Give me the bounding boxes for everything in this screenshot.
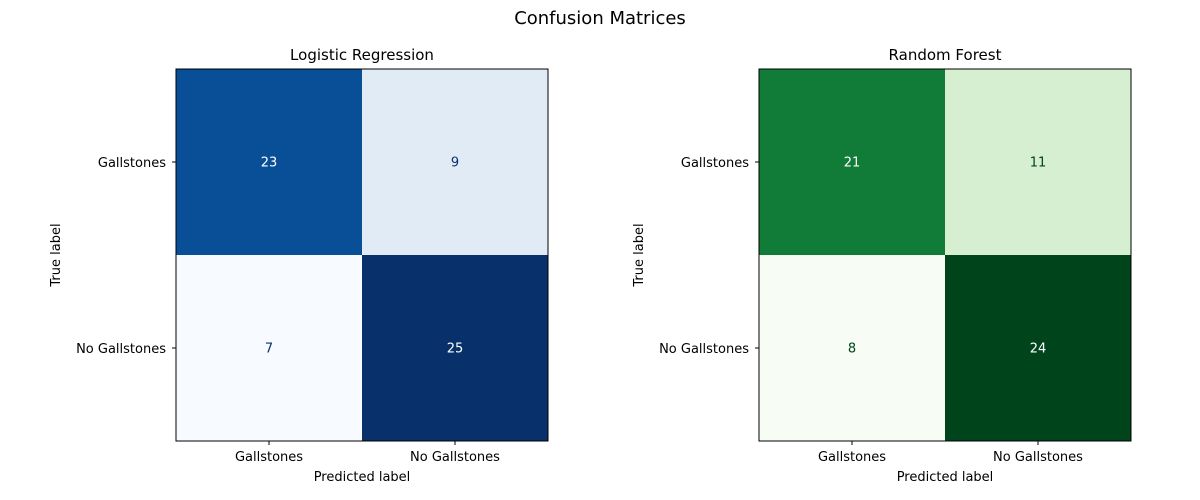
logistic-regression-ylabel: True label: [49, 223, 64, 287]
logistic-regression-xtick-label-gallstones: Gallstones: [235, 450, 303, 465]
random-forest-ylabel: True label: [632, 223, 647, 287]
logistic-regression-ytick-label-no-gallstones: No Gallstones: [76, 342, 166, 357]
random-forest-xlabel: Predicted label: [897, 470, 994, 485]
logistic-regression-xtick-label-no-gallstones: No Gallstones: [410, 450, 500, 465]
logistic-regression-ytick-label-gallstones: Gallstones: [98, 156, 166, 171]
random-forest-title: Random Forest: [889, 46, 1002, 64]
logistic-regression-cell-r0-c1: [362, 69, 548, 255]
random-forest-value-r0-c1: 11: [1030, 156, 1047, 171]
random-forest-panel: Random Forest 21 11 8 24 Gallstones No Gallsto…: [632, 46, 1132, 485]
random-forest-xtick-label-gallstones: Gallstones: [818, 450, 886, 465]
logistic-regression-cell-r0-c0: [176, 69, 362, 255]
figure-title: Confusion Matrices: [514, 8, 686, 29]
logistic-regression-axes-frame: [175, 68, 549, 442]
random-forest-cell-r1-c0: [759, 255, 945, 441]
random-forest-value-r1-c1: 24: [1030, 342, 1047, 357]
random-forest-value-r1-c0: 8: [848, 342, 856, 357]
logistic-regression-panel: Logistic Regression 23 9 7 25 Gallstones No Ga…: [49, 46, 549, 485]
logistic-regression-title: Logistic Regression: [290, 46, 434, 64]
random-forest-value-r0-c0: 21: [844, 156, 861, 171]
random-forest-ytick-label-gallstones: Gallstones: [681, 156, 749, 171]
random-forest-axes-frame: [758, 68, 1132, 442]
logistic-regression-cell-r1-c1: [362, 255, 548, 441]
logistic-regression-value-r0-c0: 23: [261, 156, 278, 171]
random-forest-cell-r0-c1: [945, 69, 1131, 255]
logistic-regression-xlabel: Predicted label: [314, 470, 411, 485]
logistic-regression-cell-r1-c0: [176, 255, 362, 441]
logistic-regression-value-r0-c1: 9: [451, 156, 459, 171]
logistic-regression-value-r1-c0: 7: [265, 342, 273, 357]
random-forest-ytick-label-no-gallstones: No Gallstones: [659, 342, 749, 357]
logistic-regression-value-r1-c1: 25: [447, 342, 464, 357]
random-forest-cell-r0-c0: [759, 69, 945, 255]
random-forest-xtick-label-no-gallstones: No Gallstones: [993, 450, 1083, 465]
random-forest-cell-r1-c1: [945, 255, 1131, 441]
